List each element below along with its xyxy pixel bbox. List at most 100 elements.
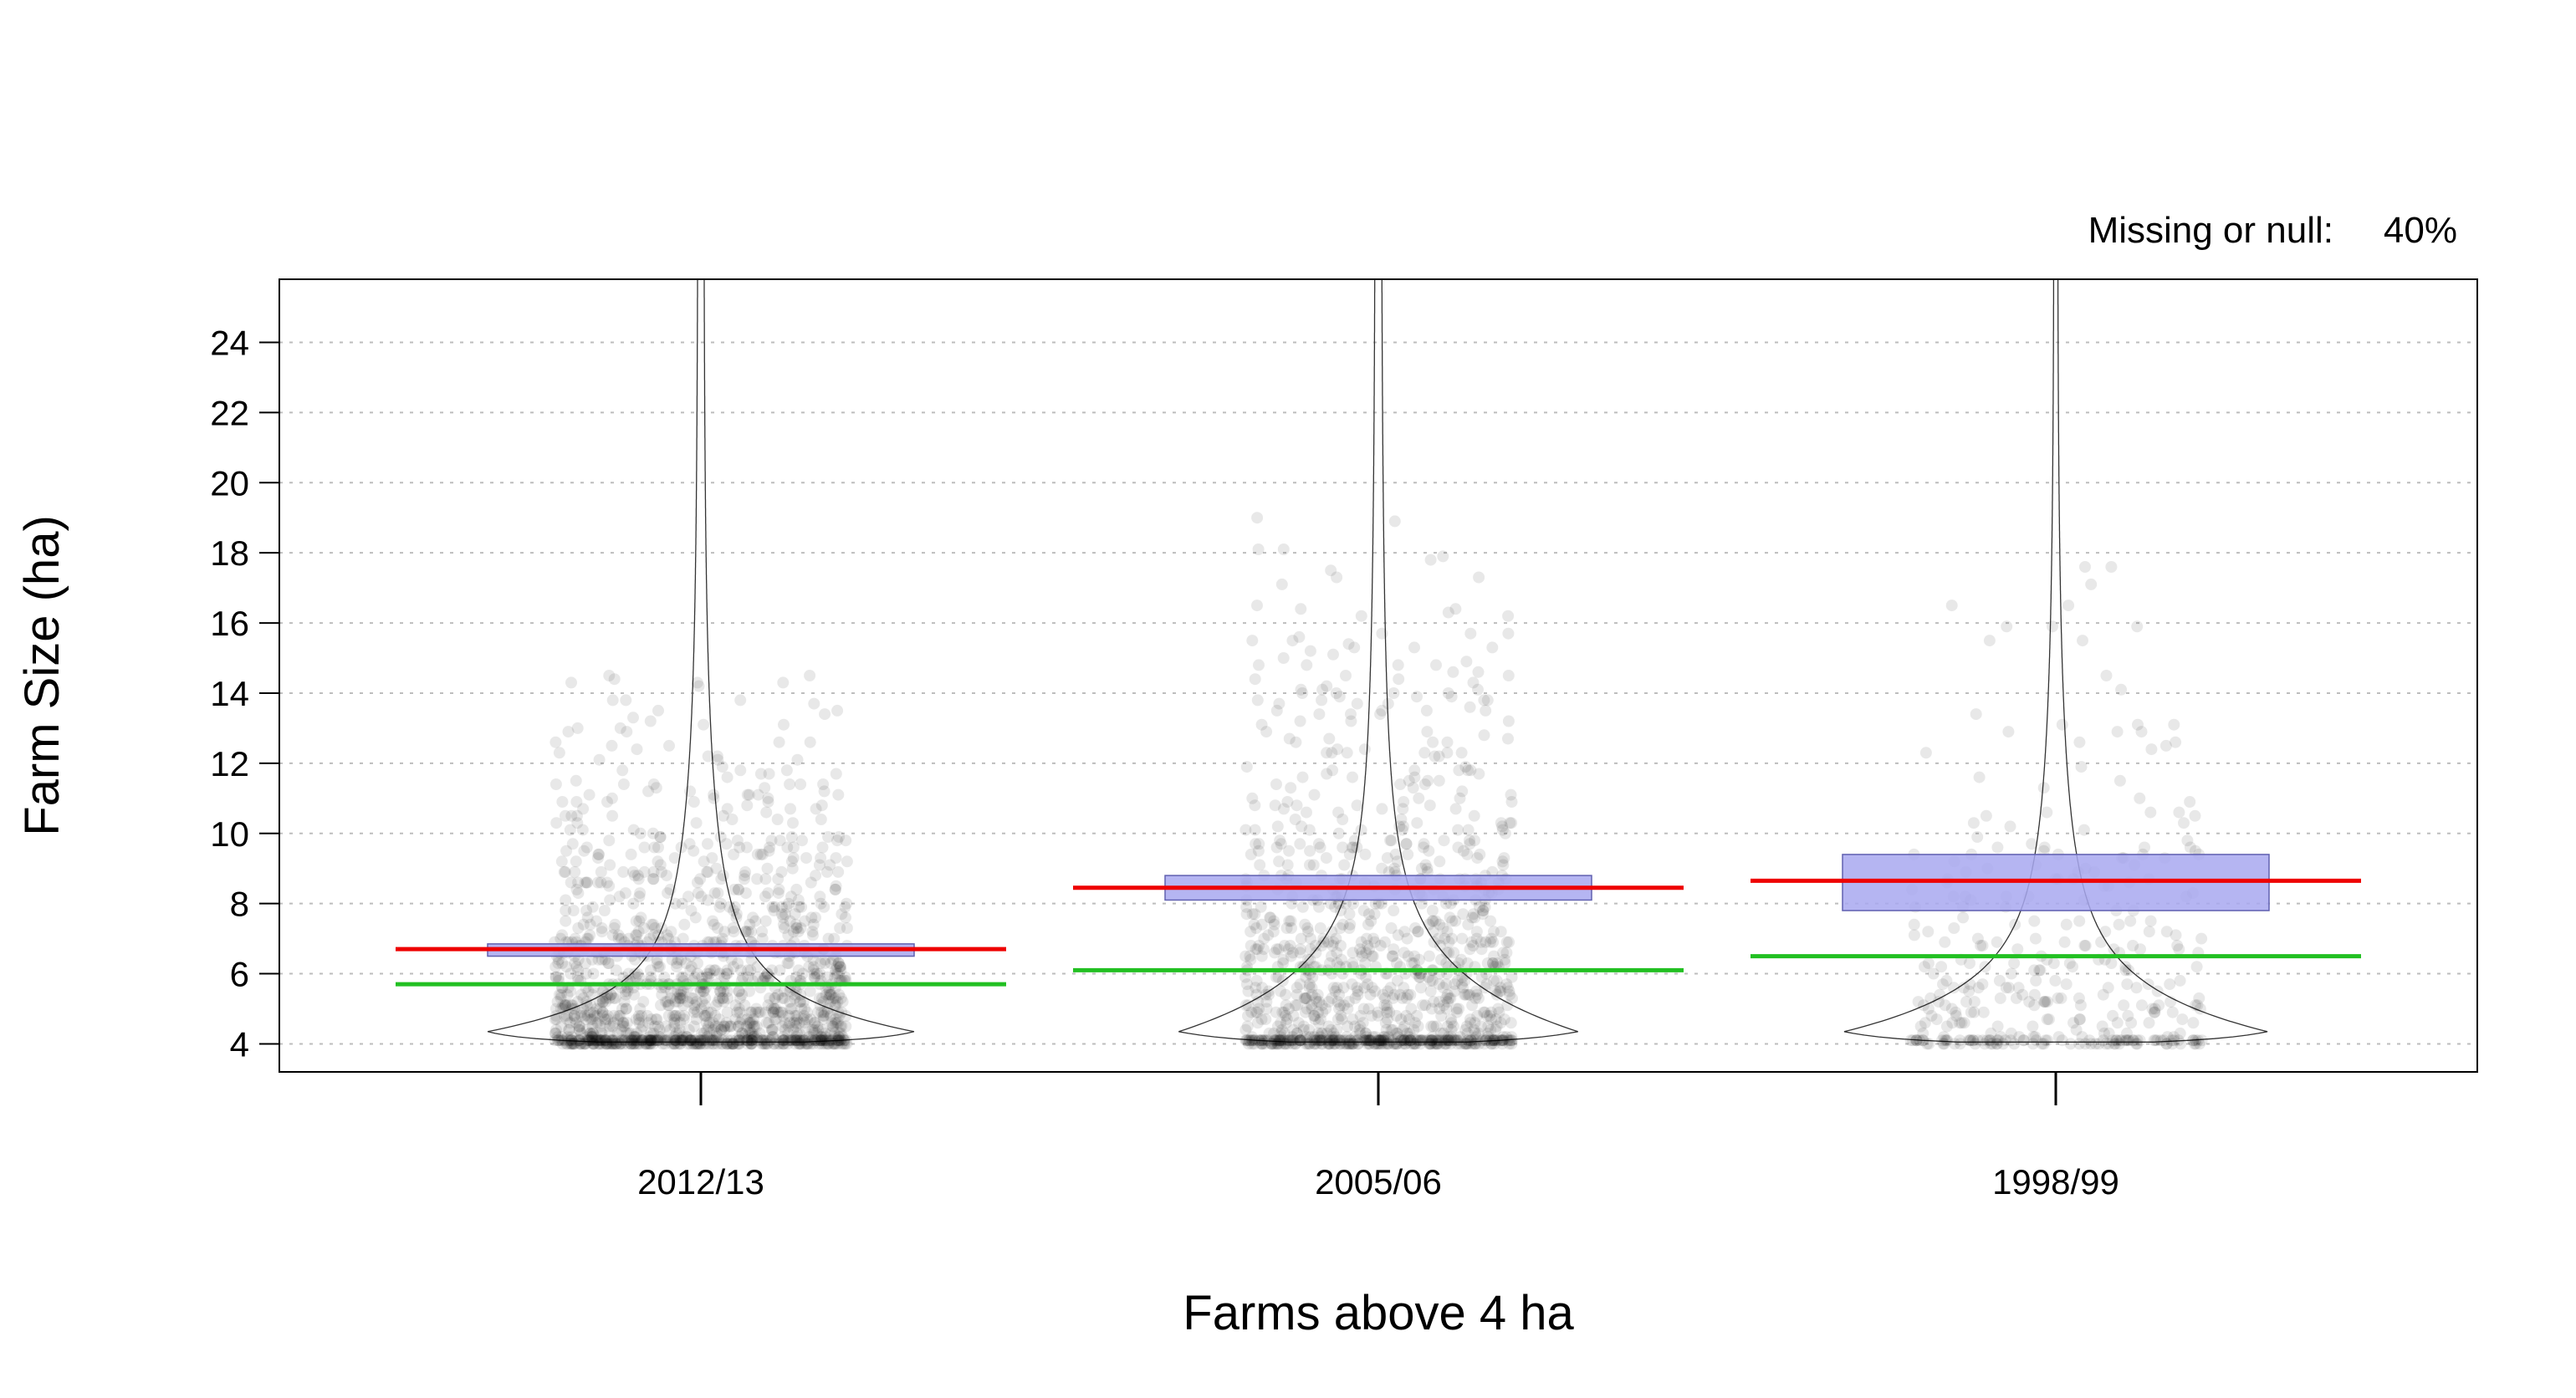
data-point (565, 985, 577, 997)
data-point (1495, 817, 1507, 829)
data-point (651, 1013, 663, 1026)
data-point (1309, 1038, 1321, 1050)
data-point (1281, 1013, 1293, 1026)
data-point (579, 1038, 590, 1050)
data-point (560, 1038, 573, 1050)
data-point (1334, 922, 1347, 934)
missing-note-label: Missing or null: (2088, 210, 2333, 251)
data-point (698, 1009, 711, 1022)
data-point (1366, 950, 1378, 962)
data-point (565, 999, 578, 1012)
data-point (696, 1034, 708, 1047)
data-point (1351, 841, 1363, 854)
data-point (746, 1027, 759, 1039)
data-point (654, 831, 667, 843)
data-point (1426, 905, 1439, 916)
data-point (2170, 929, 2182, 941)
data-point (841, 1038, 853, 1050)
data-point (1348, 834, 1361, 847)
data-point (2145, 743, 2158, 756)
data-point (638, 865, 651, 878)
data-point (1396, 1038, 1408, 1050)
data-point (1245, 940, 1257, 952)
data-point (776, 1034, 789, 1047)
data-point (2012, 982, 2025, 994)
data-point (737, 971, 749, 983)
data-point (2004, 820, 2016, 833)
data-point (2067, 1017, 2079, 1029)
data-point (1474, 848, 1486, 860)
data-point (833, 1031, 846, 1043)
data-point (1412, 926, 1424, 938)
data-point (697, 985, 709, 997)
data-point (724, 1020, 737, 1033)
data-point (597, 1034, 610, 1047)
data-point (635, 1009, 647, 1022)
data-point (703, 967, 716, 980)
data-point (1239, 1034, 1252, 1047)
data-point (727, 1038, 739, 1050)
data-point (829, 883, 841, 895)
data-point (1496, 1034, 1509, 1047)
data-point (1454, 1034, 1466, 1047)
data-point (743, 1027, 755, 1039)
data-point (1287, 1034, 1300, 1047)
data-point (1385, 834, 1398, 847)
data-point (698, 1034, 711, 1047)
data-point (759, 873, 772, 885)
data-point (814, 957, 826, 969)
data-point (778, 985, 790, 997)
data-point (1451, 974, 1464, 987)
data-point (570, 774, 582, 787)
data-point (1265, 1038, 1278, 1050)
data-point (1322, 1038, 1335, 1050)
data-point (1396, 992, 1408, 1004)
y-tick-label: 4 (230, 1024, 249, 1064)
data-point (694, 985, 707, 997)
data-point (631, 967, 644, 980)
data-point (745, 926, 758, 938)
data-point (1939, 999, 1951, 1012)
data-point (835, 1027, 847, 1039)
data-point (1434, 918, 1446, 931)
data-point (1979, 961, 1991, 973)
data-point (708, 964, 720, 977)
data-point (1429, 915, 1442, 927)
data-point (785, 1003, 797, 1015)
data-point (716, 992, 728, 1004)
data-point (1306, 982, 1318, 994)
data-point (1462, 1034, 1475, 1047)
data-point (1382, 985, 1394, 997)
data-point (1291, 799, 1303, 812)
data-point (2111, 726, 2124, 738)
data-point (1411, 1034, 1423, 1047)
data-point (1365, 915, 1377, 927)
data-point (714, 897, 727, 910)
data-point (1391, 974, 1403, 987)
data-point (565, 967, 577, 980)
data-point (571, 971, 584, 983)
data-point (1450, 1034, 1463, 1047)
data-point (808, 1023, 820, 1036)
data-point (1493, 1006, 1505, 1018)
data-point (1477, 905, 1490, 916)
data-point (733, 1031, 745, 1043)
data-point (595, 876, 607, 889)
data-point (1251, 1017, 1264, 1029)
data-point (1388, 687, 1400, 699)
data-point (628, 1034, 640, 1047)
data-point (645, 1034, 657, 1047)
data-point (1349, 1020, 1361, 1033)
data-point (1481, 1031, 1494, 1043)
data-point (1331, 1013, 1344, 1026)
data-point (661, 1034, 673, 1047)
data-point (621, 1034, 634, 1047)
data-point (1408, 1038, 1420, 1050)
data-point (689, 1038, 702, 1050)
data-point (1413, 953, 1425, 966)
data-point (761, 1038, 774, 1050)
data-point (687, 1038, 699, 1050)
data-point (1495, 926, 1507, 938)
data-point (600, 1017, 612, 1029)
data-point (784, 996, 796, 1008)
